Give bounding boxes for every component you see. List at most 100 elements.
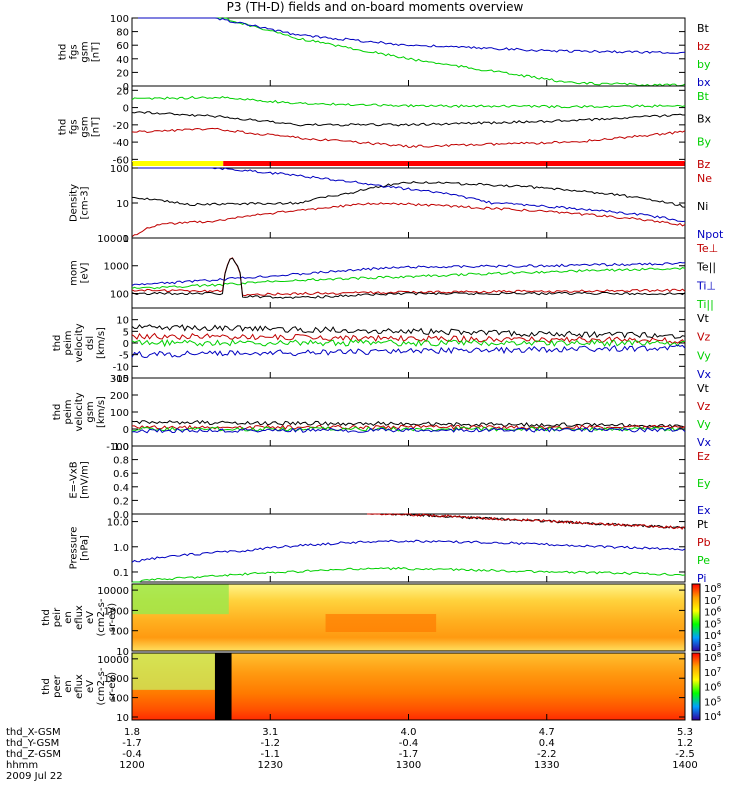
legend-Ti⊥: Ti⊥ [696, 279, 716, 292]
ylabel-p10: thdpeirenefluxeV(cm2-s-sr-eV) [41, 598, 118, 636]
ephemeris-value: -2.2 [537, 749, 557, 760]
ephemeris-value: 1300 [396, 760, 421, 771]
ylabel-line: [nPa] [80, 535, 91, 561]
series-Pe [132, 566, 686, 583]
ylabel-line: sr-eV) [107, 672, 118, 701]
ylabel-line: peim [63, 399, 74, 424]
legend-Ti||: Ti|| [696, 298, 714, 311]
panel-p11: 10000 1000 100 10 thdpeerenefluxeV(cm2-s-sr-… [41, 652, 686, 724]
spectrogram-high-flux [325, 614, 437, 632]
legend-Pi: Pi [697, 572, 706, 585]
ylabel-p6: thdpeimvelocitygsm[km/s] [52, 392, 107, 431]
ytick-label: 0 [123, 104, 129, 115]
ytick-label: 300 [110, 374, 129, 385]
panel-p3: 100 10 1 Density[cm-3] Ne Ni Npot [69, 164, 724, 245]
ylabel-line: velocity [74, 323, 85, 362]
ephemeris-value: 1230 [258, 760, 283, 771]
ytick-label: 100 [110, 289, 129, 300]
ylabel-line: (cm2-s- [96, 667, 107, 705]
ylabel-line: en [63, 611, 74, 624]
ytick-label: 5 [123, 327, 129, 338]
ytick-label: 0 [123, 425, 129, 436]
ylabel-line: gsm [80, 116, 91, 137]
ytick-label: 100 [110, 14, 129, 25]
series-Vy [131, 426, 686, 432]
ephemeris-value: 0.4 [539, 738, 555, 749]
colorbar-p11 [691, 652, 701, 721]
series-Pi [131, 539, 686, 563]
ytick-label: 0.6 [113, 469, 129, 480]
series-by [132, 17, 686, 87]
ylabel-p2: thdfgsgsm[nT] [58, 116, 102, 137]
ylabel-line: [km/s] [96, 327, 107, 359]
legend-Vy: Vy [697, 349, 711, 362]
spectrogram-data-gap [214, 653, 232, 720]
frame-p10 [131, 583, 686, 652]
ylabel-line: Density [69, 184, 80, 222]
ylabel-line: E=-VxB [69, 461, 80, 498]
ytick-label: 0.0 [113, 510, 129, 521]
series-Vt [131, 324, 686, 339]
ylabel-line: thd [58, 44, 69, 61]
ytick-label: -20 [113, 121, 129, 132]
legend-Ex: Ex [697, 504, 711, 517]
ytick-label: 0 [123, 339, 129, 350]
legend-Vx: Vx [697, 436, 712, 449]
ephemeris-value: -0.4 [122, 749, 142, 760]
ylabel-line: [eV] [80, 263, 91, 284]
ephemeris-value: 1400 [672, 760, 697, 771]
date-label: 2009 Jul 22 [6, 771, 63, 782]
legend-Bt: Bt [697, 90, 710, 103]
ylabel-line: peim [63, 330, 74, 355]
ephemeris-label: thd_Y-GSM [6, 738, 59, 749]
ytick-label: 60 [116, 41, 129, 52]
series-Npot [132, 167, 686, 223]
ylabel-p5: thdpeimvelocitydsl[km/s] [52, 323, 107, 362]
series-bx [132, 17, 686, 54]
ytick-label: 1000 [104, 262, 129, 273]
ytick-label: 80 [116, 28, 129, 39]
series-Vz [131, 332, 686, 345]
ytick-label: 10 [116, 647, 129, 658]
ephemeris-value: 4.7 [539, 727, 555, 738]
legend-Vz: Vz [697, 400, 711, 413]
panel-p7: 1.0 0.8 0.6 0.4 0.2 0.0 E=-VxB[mV/m] Ez Ey Ex [69, 442, 711, 521]
panel-p6: 300 200 100 0 -100 thdpeimvelocitygsm[km/s] Vt… [52, 374, 712, 453]
ylabel-line: fgs [69, 119, 80, 134]
legend-bz: bz [697, 40, 710, 53]
ylabel-line: Pressure [69, 527, 80, 570]
ytick-label: 10.0 [107, 518, 129, 529]
legend-Pt: Pt [697, 518, 709, 531]
ytick-label: 10 [116, 713, 129, 724]
ytick-label: 10 [116, 199, 129, 210]
colorbar-label: 107 [704, 594, 721, 607]
legend-Vx: Vx [697, 368, 712, 381]
ylabel-p3: Density[cm-3] [69, 184, 91, 222]
mode-bar-segment [132, 161, 224, 166]
ylabel-line: thd [58, 119, 69, 136]
ylabel-line: sr-eV) [107, 603, 118, 632]
ylabel-line: (cm2-s- [96, 598, 107, 636]
ylabel-line: [km/s] [96, 396, 107, 428]
ephemeris-value: 1330 [534, 760, 559, 771]
legend-Ey: Ey [697, 477, 711, 490]
frame-p7 [131, 445, 686, 515]
ephemeris-value: 4.0 [401, 727, 417, 738]
ephemeris-value: 3.1 [262, 727, 278, 738]
ylabel-line: eflux [74, 674, 85, 699]
legend-Vt: Vt [697, 382, 710, 395]
ytick-label: 1.0 [113, 543, 129, 554]
ytick-label: -60 [113, 155, 129, 166]
ephemeris-value: 5.3 [677, 727, 693, 738]
series-Ne [131, 202, 686, 238]
ytick-label: 10 [116, 316, 129, 327]
legend-bx: bx [697, 76, 711, 89]
ytick-label: 40 [116, 55, 129, 66]
legend-Te⊥: Te⊥ [696, 242, 718, 255]
ytick-label: -40 [113, 138, 129, 149]
ephemeris-value: -1.2 [260, 738, 280, 749]
plot-title: P3 (TH-D) fields and on-board moments ov… [226, 0, 524, 14]
